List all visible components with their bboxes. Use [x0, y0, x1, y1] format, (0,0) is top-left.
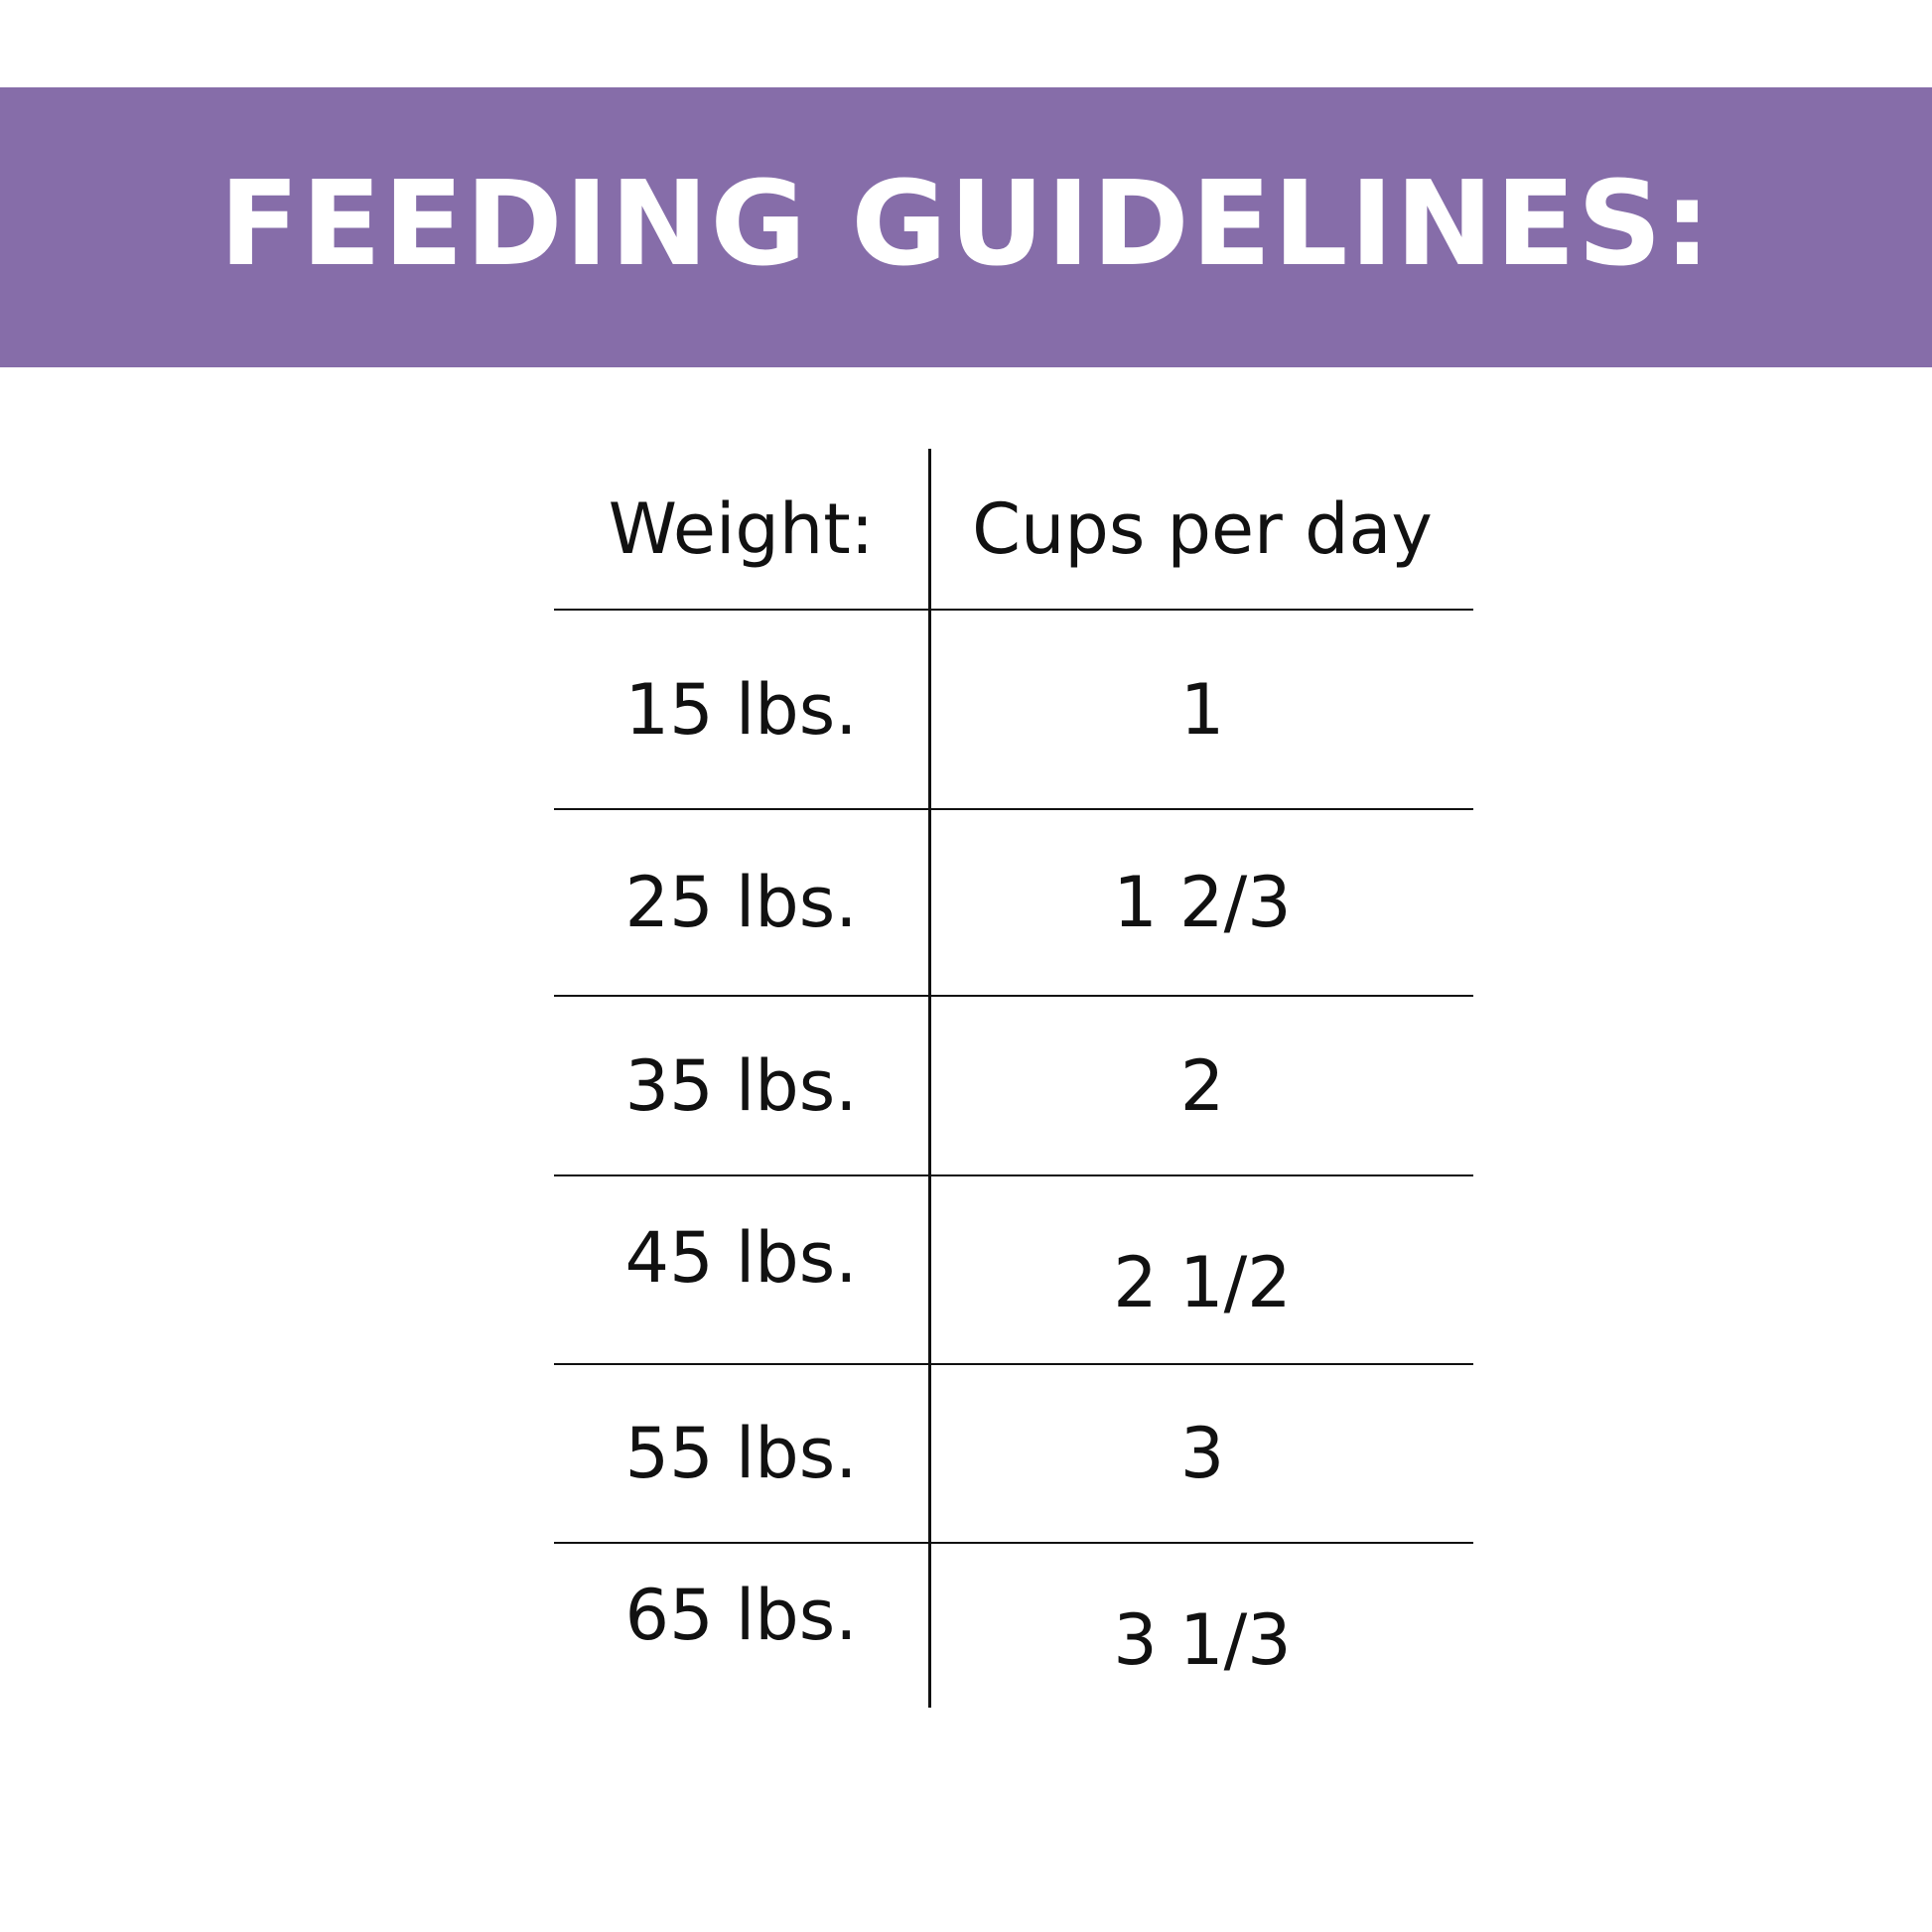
- header-weight: Weight:: [608, 488, 875, 570]
- table-row: 25 lbs. 1 2/3: [554, 809, 1473, 996]
- table-row: 45 lbs. 2 1/2: [554, 1175, 1473, 1364]
- row-divider: [554, 1363, 1473, 1365]
- row-divider: [554, 609, 1473, 611]
- cups-cell: 2 1/2: [1113, 1242, 1292, 1323]
- weight-cell: 45 lbs.: [624, 1217, 858, 1299]
- table-row: 55 lbs. 3: [554, 1364, 1473, 1543]
- header-cups-per-day: Cups per day: [972, 488, 1433, 570]
- table-row: 65 lbs. 3 1/3: [554, 1543, 1473, 1708]
- row-divider: [554, 1542, 1473, 1544]
- weight-cell: 25 lbs.: [624, 862, 858, 943]
- row-divider: [554, 995, 1473, 997]
- cups-cell: 1: [1179, 668, 1225, 751]
- cups-cell: 3 1/3: [1113, 1599, 1292, 1681]
- table-header-row: Weight: Cups per day: [554, 449, 1473, 610]
- cups-cell: 2: [1179, 1044, 1225, 1127]
- weight-cell: 35 lbs.: [624, 1044, 858, 1127]
- weight-cell: 55 lbs.: [624, 1413, 858, 1494]
- row-divider: [554, 808, 1473, 810]
- title-banner: FEEDING GUIDELINES:: [0, 87, 1932, 367]
- row-divider: [554, 1174, 1473, 1176]
- weight-cell: 15 lbs.: [624, 668, 858, 751]
- column-divider: [928, 449, 931, 1708]
- table-row: 15 lbs. 1: [554, 610, 1473, 809]
- page-title: FEEDING GUIDELINES:: [218, 155, 1714, 292]
- table-row: 35 lbs. 2: [554, 996, 1473, 1175]
- cups-cell: 3: [1179, 1413, 1225, 1494]
- cups-cell: 1 2/3: [1113, 862, 1292, 943]
- weight-cell: 65 lbs.: [624, 1575, 858, 1656]
- feeding-table: Weight: Cups per day 15 lbs. 1 25 lbs. 1…: [554, 449, 1473, 1708]
